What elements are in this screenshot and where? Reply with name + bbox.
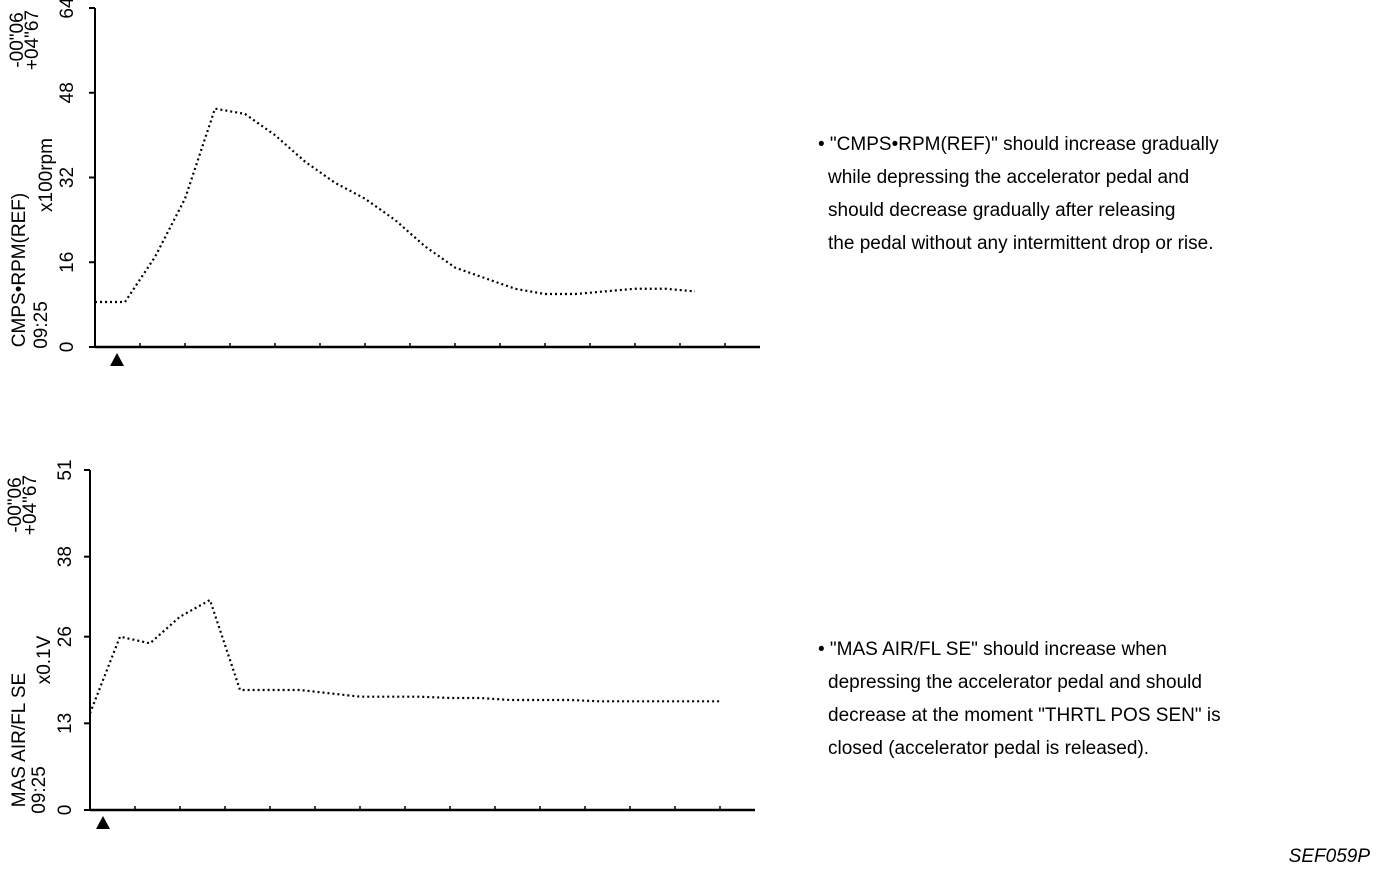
y-axis-label: MAS AIR/FL SE	[9, 673, 30, 807]
y-tick-label: 51	[55, 459, 76, 480]
note-line: the pedal without any intermittent drop …	[828, 233, 1213, 254]
note-line: should decrease gradually after releasin…	[828, 200, 1176, 221]
time-label: 09:25	[31, 301, 52, 349]
note-line: • "MAS AIR/FL SE" should increase when	[818, 639, 1167, 660]
y-tick-label: 64	[57, 0, 78, 19]
note-line: depressing the accelerator pedal and sho…	[828, 672, 1202, 693]
y-axis-label: CMPS•RPM(REF)	[9, 193, 30, 347]
time-offset: +04"67	[20, 475, 41, 535]
note-line: while depressing the accelerator pedal a…	[827, 167, 1189, 188]
note-line: closed (accelerator pedal is released).	[828, 738, 1149, 759]
data-line	[95, 107, 696, 304]
cursor-marker	[110, 353, 124, 366]
y-tick-label: 13	[55, 713, 76, 734]
y-tick-label: 26	[55, 626, 76, 647]
figure-id: SEF059P	[1289, 846, 1371, 867]
time-label: 09:25	[29, 766, 50, 814]
unit-label: x100rpm	[36, 138, 57, 212]
data-line	[88, 598, 720, 714]
time-offset: +04"67	[22, 10, 43, 70]
y-tick-label: 0	[57, 342, 78, 353]
y-tick-label: 16	[57, 252, 78, 273]
y-tick-label: 32	[57, 167, 78, 188]
y-tick-label: 0	[55, 805, 76, 816]
time-offset: -00"06	[7, 12, 28, 67]
y-tick-label: 38	[55, 546, 76, 567]
unit-label: x0.1V	[34, 635, 55, 684]
y-tick-label: 48	[57, 82, 78, 103]
note-line: • "CMPS•RPM(REF)" should increase gradua…	[818, 134, 1219, 155]
cursor-marker	[96, 816, 110, 829]
time-offset: -00"06	[5, 477, 26, 532]
note-line: decrease at the moment "THRTL POS SEN" i…	[828, 705, 1221, 726]
